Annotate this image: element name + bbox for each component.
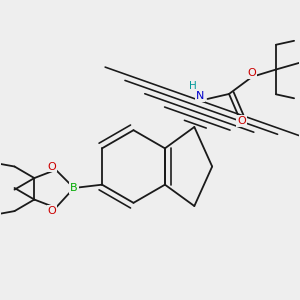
Text: O: O [47,206,56,216]
Text: B: B [70,183,78,193]
Text: O: O [237,116,246,126]
Text: N: N [196,91,205,101]
Text: O: O [47,161,56,172]
Text: O: O [247,68,256,78]
Text: H: H [189,81,196,92]
